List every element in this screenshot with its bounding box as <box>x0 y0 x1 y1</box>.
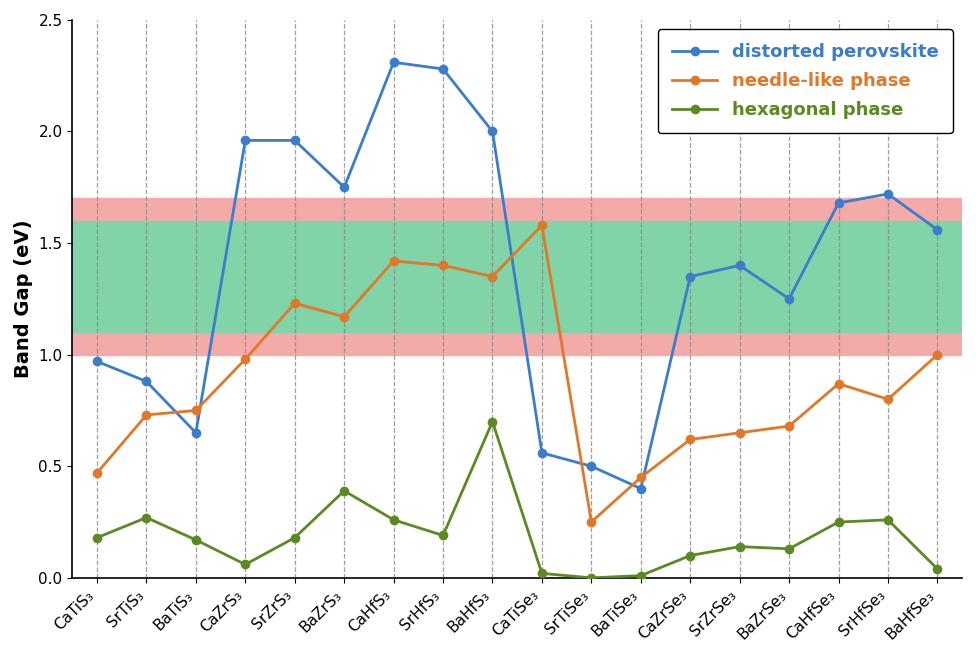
Bar <box>72 221 962 333</box>
distorted perovskite <box>91 358 102 365</box>
needle-like phase <box>833 380 844 388</box>
distorted perovskite <box>190 429 202 437</box>
Bar <box>72 198 962 355</box>
needle-like phase <box>289 299 301 307</box>
distorted perovskite <box>437 65 449 73</box>
distorted perovskite <box>684 273 696 281</box>
distorted perovskite <box>536 449 548 457</box>
distorted perovskite <box>141 377 152 385</box>
needle-like phase <box>487 273 499 281</box>
hexagonal phase <box>931 565 943 573</box>
hexagonal phase <box>536 569 548 577</box>
hexagonal phase <box>684 552 696 560</box>
needle-like phase <box>387 257 399 265</box>
distorted perovskite <box>783 295 794 303</box>
hexagonal phase <box>437 531 449 539</box>
hexagonal phase <box>289 534 301 542</box>
Line: hexagonal phase: hexagonal phase <box>92 417 942 583</box>
needle-like phase <box>684 436 696 443</box>
hexagonal phase <box>783 545 794 553</box>
distorted perovskite <box>882 190 894 198</box>
needle-like phase <box>91 469 102 477</box>
hexagonal phase <box>882 516 894 523</box>
hexagonal phase <box>141 514 152 522</box>
distorted perovskite <box>289 136 301 144</box>
needle-like phase <box>339 313 350 321</box>
distorted perovskite <box>931 226 943 234</box>
hexagonal phase <box>487 418 499 426</box>
hexagonal phase <box>833 518 844 526</box>
distorted perovskite <box>387 58 399 66</box>
distorted perovskite <box>487 127 499 135</box>
distorted perovskite <box>635 485 647 493</box>
distorted perovskite <box>239 136 251 144</box>
Legend: distorted perovskite, needle-like phase, hexagonal phase: distorted perovskite, needle-like phase,… <box>658 29 954 133</box>
needle-like phase <box>931 351 943 359</box>
hexagonal phase <box>239 560 251 568</box>
hexagonal phase <box>190 536 202 544</box>
distorted perovskite <box>734 262 746 270</box>
needle-like phase <box>734 429 746 437</box>
Y-axis label: Band Gap (eV): Band Gap (eV) <box>14 220 33 378</box>
needle-like phase <box>141 411 152 419</box>
hexagonal phase <box>91 534 102 542</box>
Line: distorted perovskite: distorted perovskite <box>92 58 942 493</box>
needle-like phase <box>783 422 794 430</box>
distorted perovskite <box>833 199 844 207</box>
needle-like phase <box>437 262 449 270</box>
needle-like phase <box>536 221 548 229</box>
hexagonal phase <box>339 487 350 495</box>
needle-like phase <box>882 396 894 403</box>
hexagonal phase <box>586 574 597 582</box>
hexagonal phase <box>635 571 647 579</box>
distorted perovskite <box>339 183 350 191</box>
Line: needle-like phase: needle-like phase <box>92 220 942 527</box>
needle-like phase <box>190 407 202 415</box>
needle-like phase <box>586 518 597 526</box>
distorted perovskite <box>586 462 597 470</box>
hexagonal phase <box>387 516 399 523</box>
needle-like phase <box>239 355 251 363</box>
hexagonal phase <box>734 543 746 550</box>
needle-like phase <box>635 474 647 482</box>
